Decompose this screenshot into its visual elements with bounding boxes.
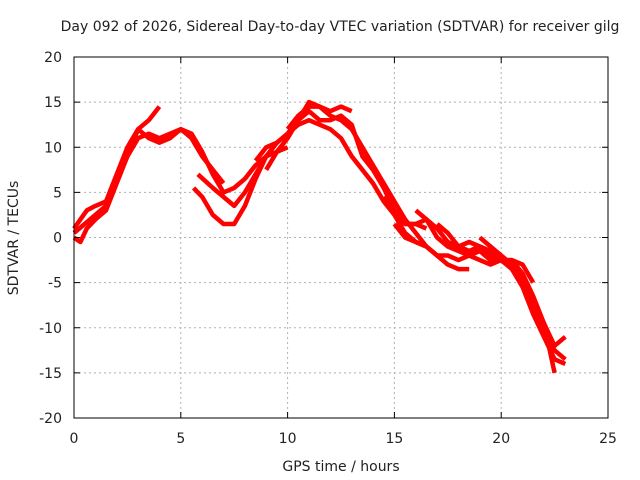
x-tick-label: 5 xyxy=(176,431,185,447)
satellite-track-10 xyxy=(392,222,567,366)
x-tick-label: 15 xyxy=(385,431,403,447)
x-tick-label: 0 xyxy=(70,431,79,447)
satellite-track-7 xyxy=(264,99,470,272)
satellite-track-3 xyxy=(72,126,226,235)
y-tick-label: -20 xyxy=(39,411,62,427)
chart-title: Day 092 of 2026, Sidereal Day-to-day VTE… xyxy=(61,19,620,35)
x-tick-label: 20 xyxy=(492,431,510,447)
y-tick-label: 10 xyxy=(44,140,62,156)
satellite-track-4 xyxy=(191,155,269,227)
x-tick-label: 10 xyxy=(279,431,297,447)
x-axis-label: GPS time / hours xyxy=(282,459,399,475)
satellite-track-5 xyxy=(196,117,428,249)
satellite-track-1 xyxy=(72,105,162,230)
satellite-track-12 xyxy=(435,222,557,374)
y-axis-label: SDTVAR / TECUs xyxy=(6,181,22,296)
y-tick-label: -5 xyxy=(48,276,62,292)
axis-ticks xyxy=(73,56,609,419)
y-tick-label: -15 xyxy=(39,366,62,382)
y-tick-label: 15 xyxy=(44,95,62,111)
y-tick-label: 20 xyxy=(44,50,62,66)
y-tick-label: 0 xyxy=(53,231,62,247)
x-tick-labels: 0 5 10 15 20 25 xyxy=(70,431,617,447)
data-traces xyxy=(72,99,567,374)
y-tick-label: 5 xyxy=(53,185,62,201)
x-tick-label: 25 xyxy=(599,431,617,447)
satellite-track-8 xyxy=(285,104,353,131)
satellite-track-13 xyxy=(478,235,567,362)
y-tick-labels: -20 -15 -10 -5 0 5 10 15 20 xyxy=(39,50,62,427)
grid-lines xyxy=(74,57,608,418)
y-tick-label: -10 xyxy=(39,321,62,337)
satellite-track-2 xyxy=(72,126,289,245)
